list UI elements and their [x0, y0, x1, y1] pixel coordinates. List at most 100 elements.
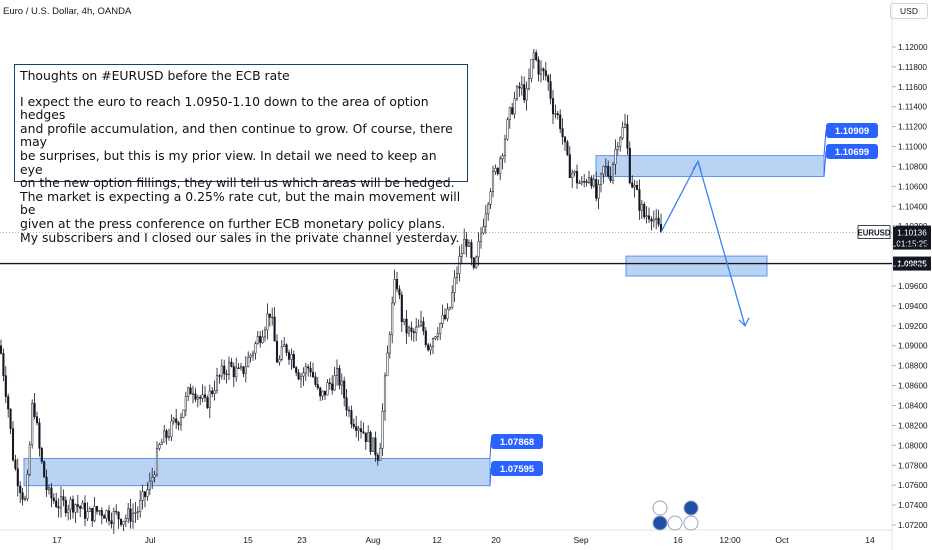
candle-body [345, 397, 348, 411]
projection-arrow-line [660, 159, 746, 326]
candle-body [146, 489, 149, 497]
x-tick-label: Aug [365, 535, 380, 545]
candle-body [573, 171, 576, 174]
candle-body [211, 390, 214, 394]
y-tick-label: 1.07800 [898, 461, 928, 470]
candle-body [527, 78, 531, 89]
x-tick-label: 15 [243, 535, 253, 545]
candle-body [28, 444, 31, 475]
candle-body [429, 346, 432, 351]
currency-button[interactable]: USD [890, 3, 928, 19]
candle-body [98, 510, 101, 512]
candle-body [355, 426, 358, 431]
analysis-note[interactable]: Thoughts on #EURUSD before the ECB rate … [14, 64, 468, 244]
candle-body [124, 518, 127, 522]
x-tick-label: Oct [775, 535, 789, 545]
x-tick-label: 23 [297, 535, 307, 545]
candle-body [105, 510, 108, 519]
candle-body [139, 500, 142, 512]
candle-body [254, 343, 257, 354]
candle-body [367, 432, 370, 442]
candle-body [88, 508, 91, 512]
candle-body [472, 257, 475, 268]
x-tick-label: 16 [673, 535, 683, 545]
candle-body [45, 476, 48, 490]
last-price-badge [893, 225, 931, 250]
us-flag-icon[interactable] [683, 515, 699, 531]
candle-body [134, 512, 137, 514]
candle-body [215, 375, 219, 391]
candle-body [67, 508, 70, 514]
us-flag-icon[interactable] [652, 500, 668, 516]
symbol-label[interactable]: Euro / U.S. Dollar, 4h, OANDA [3, 6, 132, 17]
candle-body [592, 179, 595, 187]
candle-body [391, 302, 394, 336]
upper-zone-top-label-text: 1.10909 [835, 126, 869, 137]
candle-body [167, 436, 171, 438]
candle-body [578, 182, 581, 184]
candle-body [40, 448, 43, 462]
candle-body [561, 128, 564, 138]
candle-body [503, 138, 507, 156]
candle-body [239, 366, 243, 369]
candle-body [487, 204, 490, 215]
candle-body [604, 165, 607, 168]
y-tick-label: 1.10000 [898, 242, 928, 251]
candle-body [199, 396, 202, 399]
candle-body [556, 113, 559, 116]
candle-body [7, 396, 10, 410]
candle-body [175, 418, 178, 423]
candle-body [74, 504, 77, 513]
candle-body [194, 393, 197, 400]
x-tick-label: 20 [491, 535, 501, 545]
candle-body [0, 345, 3, 354]
candle-body [50, 487, 53, 499]
upper-zone-top-label-box [826, 123, 878, 138]
candle-body [151, 477, 154, 482]
x-tick-label: Jul [145, 535, 156, 545]
candle-body [127, 508, 130, 519]
candle-body [304, 366, 307, 374]
candle-body [559, 114, 562, 129]
candle-body [122, 520, 125, 525]
lower-zone-top-label-leader [489, 440, 492, 459]
candle-body [515, 86, 519, 100]
candle-body [112, 510, 115, 524]
candle-body [223, 365, 226, 375]
candle-body [626, 123, 629, 149]
candle-body [364, 432, 367, 442]
candle-body [79, 506, 82, 509]
candle-body [86, 511, 89, 519]
note-title: Thoughts on #EURUSD before the ECB rate [20, 68, 290, 83]
upper-zone-bottom-label-box [826, 144, 878, 159]
candle-body [158, 444, 161, 449]
candle-body [427, 344, 430, 351]
candle-body [595, 179, 598, 199]
candle-body [196, 396, 199, 400]
y-tick-label: 1.11200 [898, 123, 927, 132]
candle-body [55, 500, 58, 507]
y-tick-label: 1.09800 [898, 262, 928, 271]
candle-body [165, 430, 168, 438]
candle-body [280, 346, 283, 360]
candle-body [463, 238, 466, 254]
y-tick-label: 1.07200 [898, 521, 928, 530]
candle-body [657, 217, 660, 225]
candle-body [614, 149, 617, 165]
candle-body [537, 59, 540, 75]
us-flag-icon[interactable] [667, 515, 683, 531]
eu-flag-icon[interactable] [683, 500, 699, 516]
y-tick-label: 1.08800 [898, 362, 928, 371]
candle-body [597, 184, 600, 199]
y-tick-label: 1.12000 [898, 43, 928, 52]
y-tick-label: 1.09400 [898, 302, 928, 311]
candle-body [335, 368, 339, 376]
eu-flag-icon[interactable] [652, 515, 668, 531]
candle-body [563, 136, 567, 143]
candle-body [14, 459, 17, 470]
candle-body [119, 518, 123, 525]
candle-body [256, 336, 259, 344]
y-tick-label: 1.08000 [898, 441, 928, 450]
candle-body [491, 171, 495, 192]
